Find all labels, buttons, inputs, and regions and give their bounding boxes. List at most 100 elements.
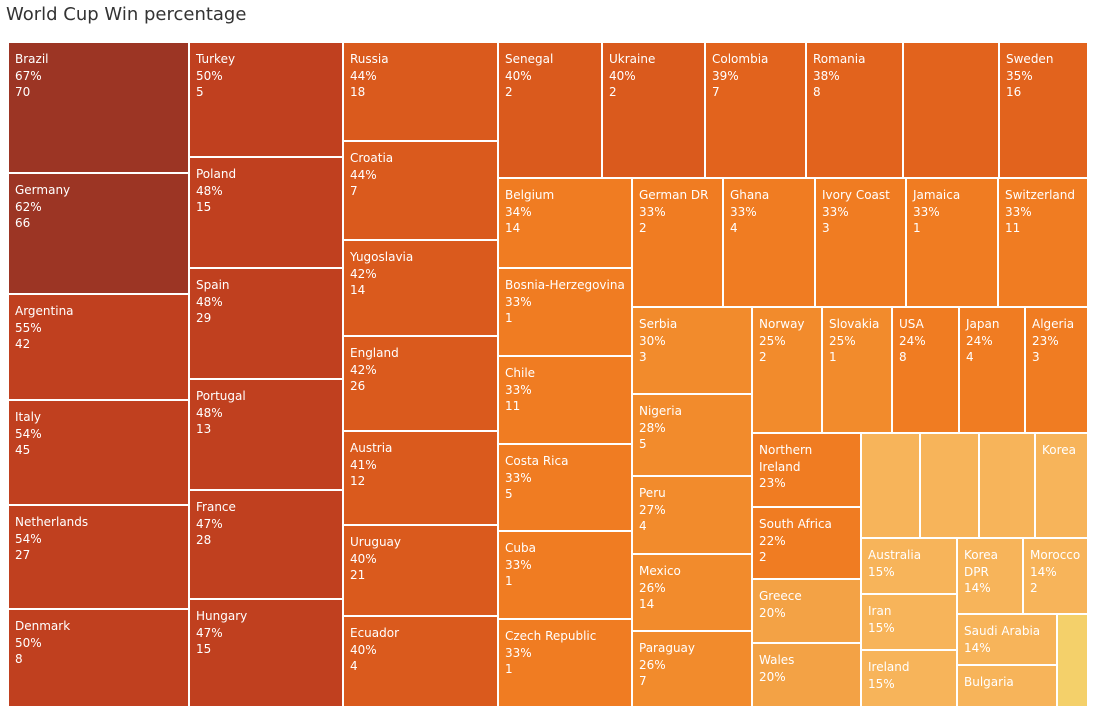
tile-country-line: Saudi Arabia [964, 624, 1041, 638]
treemap-tile-jamaica[interactable]: Jamaica 33% 1 [906, 178, 998, 307]
treemap-tile-norway[interactable]: Norway 25% 2 [752, 307, 822, 433]
treemap-tile-algeria[interactable]: Algeria 23% 3 [1025, 307, 1088, 433]
treemap-tile-peru[interactable]: Peru 27% 4 [632, 476, 752, 554]
treemap-tile-sweden[interactable]: Sweden 35% 16 [999, 42, 1088, 178]
tile-country-line: Austria [350, 441, 393, 455]
treemap-tile-wales[interactable]: Wales 20% [752, 643, 861, 707]
tile-label: Norway 25% 2 [759, 316, 805, 366]
tile-label: Ecuador 40% 4 [350, 625, 399, 675]
treemap-tile-ecuador[interactable]: Ecuador 40% 4 [343, 616, 498, 707]
treemap-tile-korea-dpr[interactable]: Korea DPR 14% [957, 538, 1023, 614]
treemap-tile-blank-49[interactable] [979, 433, 1035, 538]
tile-win-pct: 42% [350, 266, 377, 281]
treemap-tile-germany[interactable]: Germany 62% 66 [8, 173, 189, 294]
treemap-tile-switzerland[interactable]: Switzerland 33% 11 [998, 178, 1088, 307]
tile-matches: 4 [730, 221, 738, 235]
treemap-tile-chile[interactable]: Chile 33% 11 [498, 356, 632, 444]
treemap-tile-mexico[interactable]: Mexico 26% 14 [632, 554, 752, 631]
tile-country-line: Turkey [196, 52, 236, 66]
treemap-tile-german-dr[interactable]: German DR 33% 2 [632, 178, 723, 307]
treemap-tile-saudi-arabia[interactable]: Saudi Arabia 14% [957, 614, 1057, 665]
treemap-tile-south-africa[interactable]: South Africa 22% 2 [752, 507, 861, 579]
treemap-tile-paraguay[interactable]: Paraguay 26% 7 [632, 631, 752, 707]
treemap-tile-czech-republic[interactable]: Czech Republic 33% 1 [498, 619, 632, 707]
treemap-tile-bosnia-herzegovina[interactable]: Bosnia-Herzegovina 33% 1 [498, 268, 632, 356]
tile-country-line: England [350, 346, 399, 360]
treemap-tile-uruguay[interactable]: Uruguay 40% 21 [343, 525, 498, 616]
treemap-tile-argentina[interactable]: Argentina 55% 42 [8, 294, 189, 400]
treemap-tile-france[interactable]: France 47% 28 [189, 490, 343, 599]
treemap-tile-blank-47[interactable] [861, 433, 920, 538]
tile-matches: 18 [350, 85, 366, 99]
tile-label: Korea DPR 14% [964, 547, 998, 597]
tile-win-pct: 26% [639, 657, 666, 672]
tile-label: Belgium 34% 14 [505, 187, 554, 237]
tile-label: Switzerland 33% 11 [1005, 187, 1075, 237]
treemap-tile-romania[interactable]: Romania 38% 8 [806, 42, 903, 178]
treemap-tile-cuba[interactable]: Cuba 33% 1 [498, 531, 632, 619]
tile-win-pct: 23% [1032, 333, 1059, 348]
treemap-tile-korea[interactable]: Korea [1035, 433, 1088, 538]
tile-label: Turkey 50% 5 [196, 51, 235, 101]
tile-country-line: Korea [964, 548, 999, 562]
treemap-tile-colombia[interactable]: Colombia 39% 7 [705, 42, 806, 178]
treemap-tile-yugoslavia[interactable]: Yugoslavia 42% 14 [343, 240, 498, 336]
treemap-tile-netherlands[interactable]: Netherlands 54% 27 [8, 505, 189, 609]
treemap-tile-spain[interactable]: Spain 48% 29 [189, 268, 343, 379]
treemap-tile-blank-23[interactable] [903, 42, 999, 178]
treemap-tile-nigeria[interactable]: Nigeria 28% 5 [632, 394, 752, 476]
tile-label: Peru 27% 4 [639, 485, 666, 535]
treemap-tile-costa-rica[interactable]: Costa Rica 33% 5 [498, 444, 632, 531]
tile-win-pct: 24% [899, 333, 926, 348]
tile-matches: 13 [196, 422, 212, 436]
tile-matches: 11 [1005, 221, 1021, 235]
treemap-tile-northern-ireland[interactable]: Northern Ireland 23% [752, 433, 861, 507]
tile-country-line: Russia [350, 52, 389, 66]
tile-matches: 8 [813, 85, 821, 99]
tile-win-pct: 40% [505, 68, 532, 83]
treemap-tile-ivory-coast[interactable]: Ivory Coast 33% 3 [815, 178, 906, 307]
tile-win-pct: 50% [15, 635, 42, 650]
treemap-tile-serbia[interactable]: Serbia 30% 3 [632, 307, 752, 394]
treemap-tile-bulgaria[interactable]: Bulgaria [957, 665, 1057, 707]
tile-win-pct: 14% [964, 581, 991, 595]
tile-country-line: Poland [196, 167, 237, 181]
treemap-tile-austria[interactable]: Austria 41% 12 [343, 431, 498, 525]
tile-country-line: Yugoslavia [350, 250, 414, 264]
tile-matches: 42 [15, 337, 31, 351]
tile-matches: 11 [505, 399, 521, 413]
treemap-tile-poland[interactable]: Poland 48% 15 [189, 157, 343, 268]
treemap-tile-england[interactable]: England 42% 26 [343, 336, 498, 431]
tile-country-line: Senegal [505, 52, 554, 66]
treemap-tile-russia[interactable]: Russia 44% 18 [343, 42, 498, 141]
treemap-tile-ukraine[interactable]: Ukraine 40% 2 [602, 42, 705, 178]
treemap-tile-brazil[interactable]: Brazil 67% 70 [8, 42, 189, 173]
tile-win-pct: 33% [505, 382, 532, 397]
treemap-tile-croatia[interactable]: Croatia 44% 7 [343, 141, 498, 240]
tile-country-line: Wales [759, 653, 795, 667]
treemap-tile-turkey[interactable]: Turkey 50% 5 [189, 42, 343, 157]
treemap-tile-iran[interactable]: Iran 15% [861, 594, 957, 650]
treemap-tile-morocco[interactable]: Morocco 14% 2 [1023, 538, 1088, 614]
treemap-tile-blank-48[interactable] [920, 433, 979, 538]
tile-country-line: Ireland [868, 660, 910, 674]
treemap-tile-usa[interactable]: USA 24% 8 [892, 307, 959, 433]
tile-label: Bosnia-Herzegovina 33% 1 [505, 277, 625, 327]
treemap-tile-senegal[interactable]: Senegal 40% 2 [498, 42, 602, 178]
treemap-tile-belgium[interactable]: Belgium 34% 14 [498, 178, 632, 268]
treemap-tile-blank-61[interactable] [1057, 614, 1088, 707]
treemap-tile-australia[interactable]: Australia 15% [861, 538, 957, 594]
treemap-tile-ireland[interactable]: Ireland 15% [861, 650, 957, 707]
treemap-tile-portugal[interactable]: Portugal 48% 13 [189, 379, 343, 490]
treemap-tile-japan[interactable]: Japan 24% 4 [959, 307, 1025, 433]
tile-matches: 2 [609, 85, 617, 99]
treemap-tile-ghana[interactable]: Ghana 33% 4 [723, 178, 815, 307]
treemap-tile-denmark[interactable]: Denmark 50% 8 [8, 609, 189, 707]
treemap-tile-greece[interactable]: Greece 20% [752, 579, 861, 643]
tile-country-line: France [196, 500, 236, 514]
tile-label: Iran 15% [868, 603, 895, 636]
treemap-tile-italy[interactable]: Italy 54% 45 [8, 400, 189, 505]
treemap-tile-slovakia[interactable]: Slovakia 25% 1 [822, 307, 892, 433]
treemap-tile-hungary[interactable]: Hungary 47% 15 [189, 599, 343, 707]
tile-country-line: Sweden [1006, 52, 1054, 66]
